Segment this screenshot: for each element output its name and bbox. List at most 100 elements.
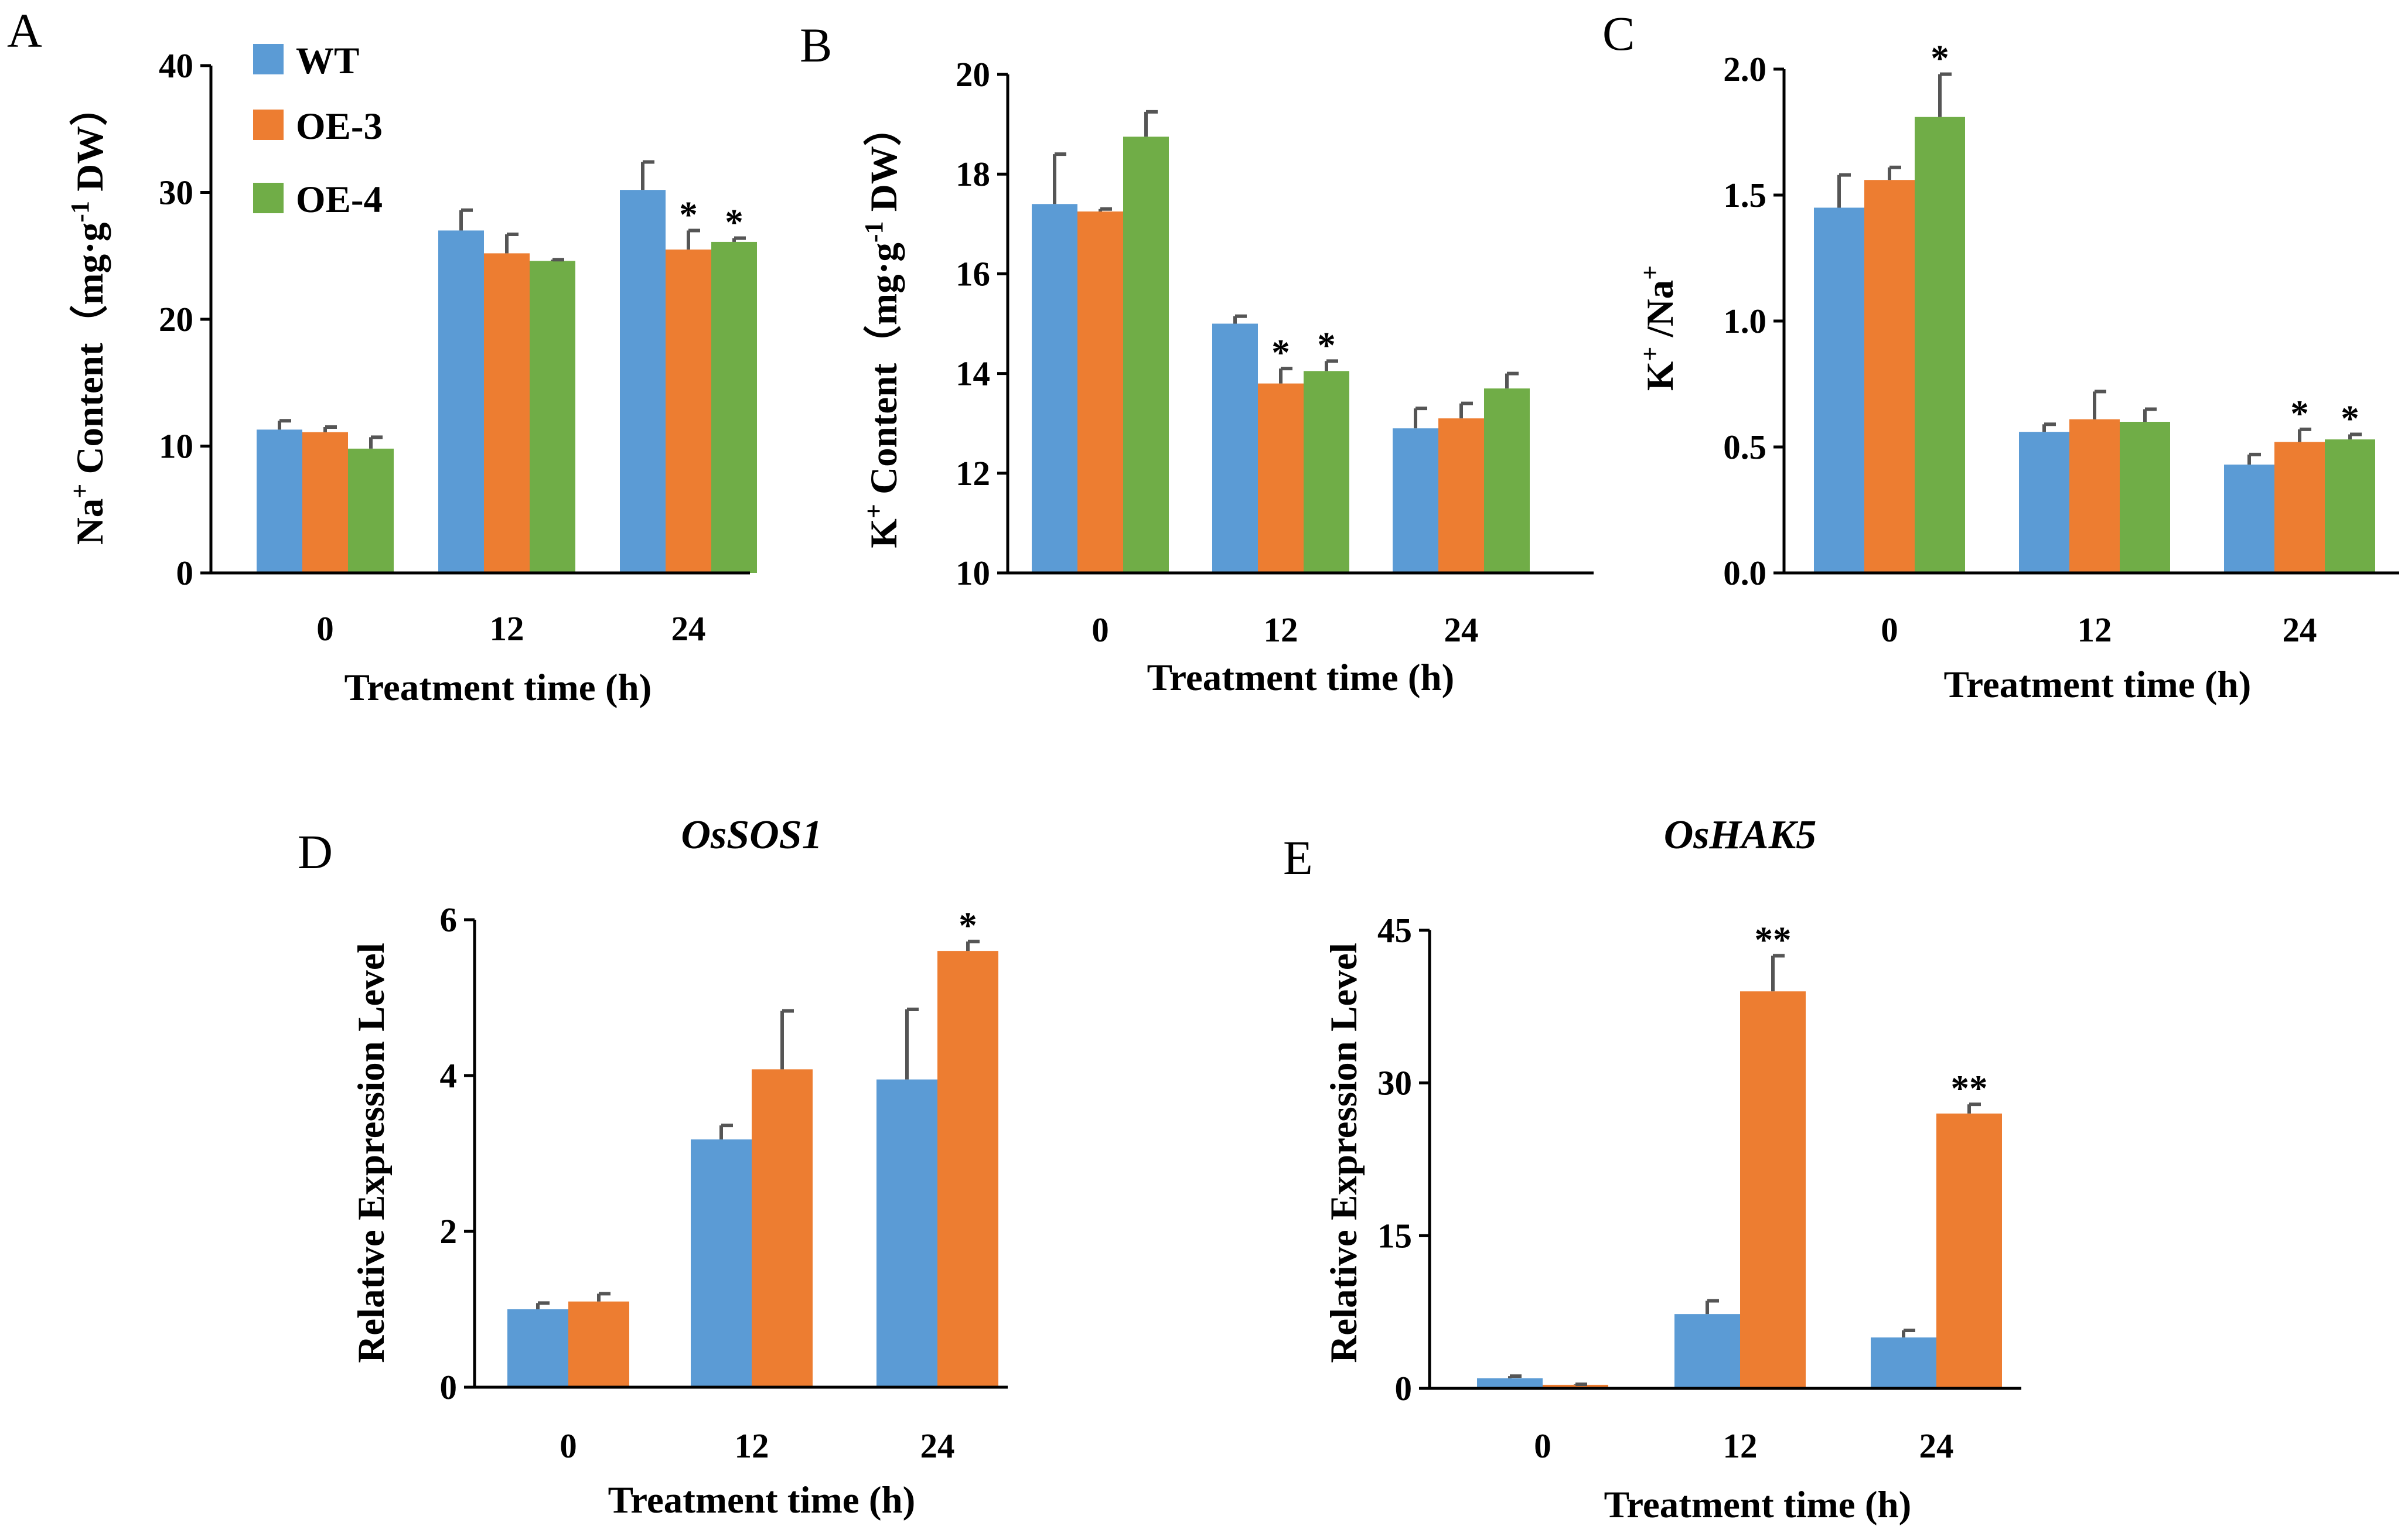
significance-mark: * <box>1271 332 1290 373</box>
bar-wt-24h <box>876 1079 937 1387</box>
panel-b: B * * 10 12 14 16 18 20 0 12 24 Treatment time (h) K+… <box>800 18 1594 699</box>
significance-mark: * <box>725 202 743 243</box>
bar-oe-4-12h <box>2120 422 2170 573</box>
y-axis-title: K+ /Na+ <box>1636 265 1682 391</box>
panel-letter: D <box>298 825 333 879</box>
x-axis-title: Treatment time (h) <box>1147 657 1455 699</box>
x-tick-label: 12 <box>735 1426 769 1465</box>
bar-wt-12h <box>438 230 484 573</box>
bar-wt-24h <box>1393 428 1438 573</box>
y-tick-label: 20 <box>159 300 193 339</box>
panel-letter: A <box>7 4 42 57</box>
x-tick-label: 24 <box>2283 610 2317 649</box>
significance-mark: * <box>2341 398 2359 439</box>
legend-swatch-wt <box>253 44 284 74</box>
x-tick-label: 12 <box>1723 1426 1758 1465</box>
y-tick-label: 2 <box>440 1212 458 1251</box>
y-tick-label: 14 <box>956 354 990 393</box>
significance-mark: * <box>679 194 698 235</box>
x-tick-label: 24 <box>1919 1426 1954 1465</box>
y-tick-label: 1.5 <box>1723 176 1766 214</box>
bar-wt-24h <box>620 190 666 573</box>
y-axis-title: Relative Expression Level <box>350 943 393 1363</box>
legend-label-oe-4: OE-4 <box>296 179 383 221</box>
bar-oe-3-24h <box>2274 442 2325 573</box>
panel-letter: C <box>1602 6 1635 60</box>
y-tick-label: 30 <box>159 173 193 212</box>
x-tick-label: 0 <box>1881 610 1898 649</box>
y-tick-label: 10 <box>956 554 990 592</box>
bar-wt-24h <box>1871 1337 1936 1388</box>
significance-mark: ** <box>1951 1068 1988 1109</box>
x-tick-label: 24 <box>920 1426 955 1465</box>
y-tick-label: 0 <box>440 1368 458 1407</box>
chart-title: OsHAK5 <box>1664 813 1817 858</box>
bar-oe-3-24h <box>666 249 711 573</box>
bar-wt-0h <box>257 429 302 573</box>
y-tick-label: 4 <box>440 1056 458 1095</box>
x-tick-label: 0 <box>316 609 334 648</box>
bar-oe-4-24h <box>711 241 757 573</box>
bar-wt-0h <box>507 1309 568 1387</box>
y-tick-label: 16 <box>956 254 990 293</box>
y-axis-title: K+ Content（mg·g-1 DW） <box>859 108 906 548</box>
y-tick-label: 10 <box>159 427 193 466</box>
panel-letter: E <box>1283 831 1313 885</box>
x-axis-title: Treatment time (h) <box>608 1479 916 1521</box>
x-tick-label: 0 <box>1092 610 1109 649</box>
bar-oe-3-0h <box>1864 180 1915 573</box>
bar-wt-12h <box>1212 323 1258 573</box>
y-tick-label: 45 <box>1377 911 1412 950</box>
x-axis-title: Treatment time (h) <box>345 667 652 709</box>
x-tick-label: 12 <box>490 609 524 648</box>
significance-mark: ** <box>1755 919 1792 960</box>
bar-oe-4-24h <box>2325 439 2375 573</box>
y-tick-label: 30 <box>1377 1064 1412 1102</box>
legend-swatch-oe-4 <box>253 183 284 213</box>
bar-wt-0h <box>1814 207 1864 573</box>
bar-wt-12h <box>1674 1314 1740 1388</box>
x-tick-label: 24 <box>671 609 706 648</box>
significance-mark: * <box>1317 325 1336 366</box>
legend-label-oe-3: OE-3 <box>296 105 383 148</box>
bar-wt-0h <box>1032 204 1077 573</box>
significance-mark: * <box>2290 393 2309 434</box>
significance-mark: * <box>1931 38 1949 79</box>
bar-oe-3-12h <box>752 1069 813 1387</box>
bar-oe-3-0h <box>1077 211 1123 573</box>
y-tick-label: 6 <box>440 900 458 939</box>
y-tick-label: 15 <box>1377 1216 1412 1255</box>
y-axis-title: Relative Expression Level <box>1323 943 1365 1363</box>
bar-wt-12h <box>2019 432 2069 573</box>
bar-wt-24h <box>2224 465 2274 573</box>
bar-wt-12h <box>691 1139 752 1387</box>
y-tick-label: 20 <box>956 55 990 94</box>
bar-oe-3-12h <box>484 253 530 573</box>
x-tick-label: 12 <box>2078 610 2112 649</box>
bar-oe-3-0h <box>302 432 348 573</box>
y-tick-label: 1.0 <box>1723 302 1766 340</box>
y-tick-label: 40 <box>159 46 193 85</box>
panel-a: A * * 0 10 20 30 40 0 12 24 Treatment time (h) Na+ C… <box>7 4 757 709</box>
panel-letter: B <box>800 18 832 72</box>
bar-oe-3-24h <box>937 951 998 1387</box>
bar-oe-4-12h <box>530 261 575 573</box>
bar-oe-4-0h <box>1123 136 1169 573</box>
bar-oe-4-24h <box>1484 388 1530 573</box>
bar-oe-4-0h <box>1915 117 1965 573</box>
bar-oe-4-0h <box>348 448 394 573</box>
y-tick-label: 0 <box>1395 1369 1413 1408</box>
y-tick-label: 0.0 <box>1723 554 1766 592</box>
x-tick-label: 12 <box>1264 610 1298 649</box>
panel-c: C * * * 0.0 0.5 1.0 1.5 2.0 0 12 24 Treatment time (… <box>1602 6 2399 706</box>
legend-swatch-oe-3 <box>253 110 284 140</box>
y-tick-label: 2.0 <box>1723 50 1766 88</box>
legend-label-wt: WT <box>296 40 359 82</box>
x-axis-title: Treatment time (h) <box>1604 1484 1912 1526</box>
y-tick-label: 18 <box>956 155 990 193</box>
bar-oe-3-12h <box>1740 991 1806 1388</box>
x-tick-label: 0 <box>560 1426 577 1465</box>
